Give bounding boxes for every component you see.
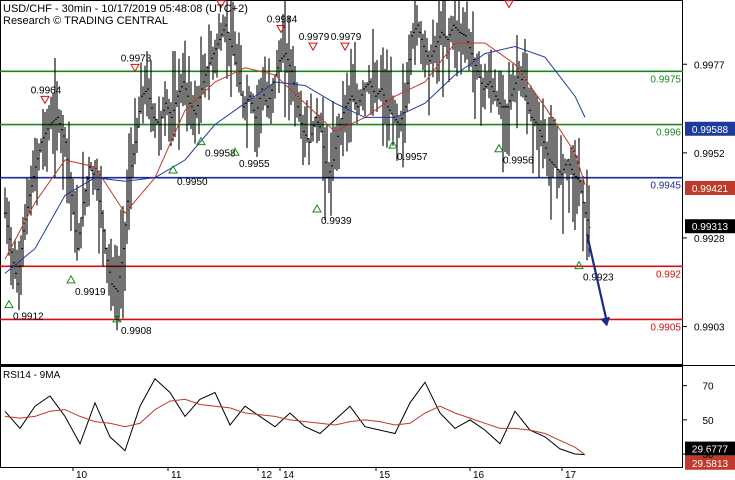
rsi-panel-label: RSI14 - 9MA [3,370,61,381]
price-tag-label: 0.99421 [692,184,729,195]
price-tag-label: 0.99588 [692,125,729,136]
time-axis-tick-label: 17 [565,470,577,480]
swing-low-label: 0.9955 [239,159,270,170]
rsi-axis: 70 50 30 [683,382,714,461]
moving-averages-layer [4,42,586,274]
chart-subtitle: Research © TRADING CENTRAL [3,15,168,27]
price-axis: 0.9977 0.9952 0.9928 0.9903 [683,60,725,334]
rsi-axis-tick-label: 50 [702,416,714,427]
swing-low-label: 0.9939 [321,216,352,227]
swing-high-label: 0.9979 [331,32,362,43]
time-axis-tick-label: 10 [76,470,88,480]
rsi-value-tag-label: 29.6777 [692,445,729,456]
swing-high-marker [504,0,514,9]
time-axis: 10 11 12 14 15 16 17 [72,467,577,480]
swing-low-marker [230,147,240,156]
indicator-plot-frame [0,366,683,468]
rsi-ma-line [4,398,586,456]
time-axis-tick-label: 11 [171,470,182,480]
swing-high-label: 0.9991 [207,0,238,1]
price-plot-frame [0,0,683,365]
swing-low-marker [388,140,398,149]
swing-low-label: 0.9912 [13,312,44,323]
time-axis-tick-label: 15 [379,470,391,480]
level-label: 0.9905 [650,322,681,333]
swing-high-label: 0.9991 [495,0,526,1]
price-tag-box [685,121,735,136]
time-axis-tick-label: 14 [283,470,295,480]
price-tag-box [685,219,735,234]
forecast-arrow-shaft [585,234,609,323]
extreme-markers-layer: 0.9912 0.9919 0.9908 0.9964 0.9973 0.9950 0.99… [4,0,614,337]
swing-low-label: 0.9956 [503,156,534,167]
time-axis-tick-label: 12 [261,470,273,480]
swing-low-label: 0.9958 [205,149,236,160]
swing-high-marker [308,42,318,52]
rsi-axis-tick-label: 30 [702,450,714,461]
rsi-value-tag-box [685,455,735,470]
swing-low-marker [4,299,14,309]
price-axis-tick-label: 0.9903 [694,323,725,334]
price-bars-layer [3,0,591,331]
swing-high-label: 0.9973 [121,53,152,64]
forecast-arrow-head [600,316,610,327]
price-tag-box [685,180,735,195]
fast-moving-average-line [4,42,586,260]
swing-high-marker [276,24,286,34]
level-label: 0.9945 [650,181,681,192]
swing-high-marker [216,0,226,9]
level-label: 0.996 [656,128,681,139]
price-tags-layer: 0.99588 0.99421 0.99313 [685,121,735,234]
swing-low-label: 0.9950 [177,177,208,188]
forecast-layer [585,234,610,327]
swing-low-label: 0.9957 [397,152,428,163]
swing-low-label: 0.9919 [75,287,106,298]
rsi-value-tag-box [685,441,735,456]
swing-low-marker [574,260,584,270]
swing-low-marker [312,203,322,213]
swing-high-label: 0.9979 [299,32,330,43]
swing-low-label: 0.9908 [121,326,152,337]
price-tag-label: 0.99313 [692,222,729,233]
price-axis-tick-label: 0.9977 [694,60,725,71]
swing-low-marker [112,313,122,323]
swing-high-marker [40,95,50,105]
swing-low-marker [66,274,76,284]
swing-high-label: 0.9964 [31,85,62,96]
slow-moving-average-line [4,45,586,274]
swing-low-marker [168,164,178,174]
time-axis-tick-label: 16 [473,470,485,480]
rsi-axis-tick-label: 70 [702,382,714,393]
swing-high-marker [340,42,350,52]
swing-high-label: 0.9984 [267,14,298,25]
level-label: 0.992 [656,269,681,280]
swing-low-marker [196,136,206,146]
rsi-value-tag-label: 29.5813 [692,459,729,470]
price-axis-tick-label: 0.9928 [694,234,725,245]
swing-low-label: 0.9923 [583,273,614,284]
rsi-layer: 29.6777 29.5813 [4,378,735,470]
level-label: 0.9975 [650,74,681,85]
rsi-line [4,378,586,456]
swing-high-marker [130,63,140,73]
swing-low-marker [494,143,504,153]
chart-title: USD/CHF - 30min - 10/17/2019 05:48:08 (U… [3,3,248,15]
price-axis-tick-label: 0.9952 [694,149,725,160]
